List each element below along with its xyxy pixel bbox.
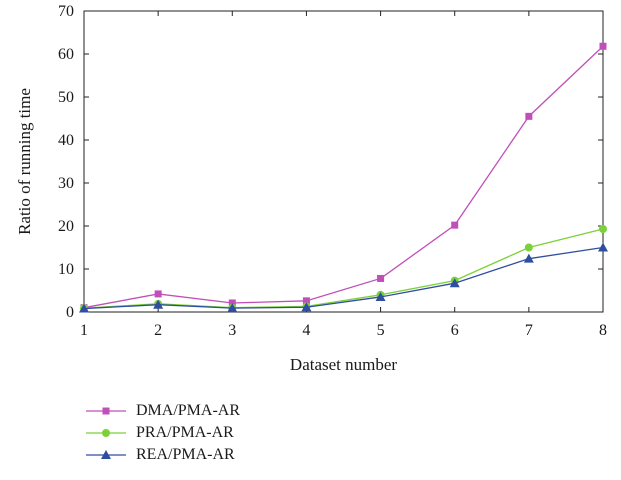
legend: DMA/PMA-AR PRA/PMA-AR REA/PMA-AR	[84, 400, 240, 466]
legend-item: PRA/PMA-AR	[84, 422, 240, 444]
y-tick-label: 60	[58, 46, 74, 63]
x-tick-label: 5	[377, 322, 385, 339]
series-rea-pma-ar	[79, 242, 608, 313]
x-tick-label: 1	[80, 322, 88, 339]
legend-swatch	[86, 407, 126, 415]
legend-swatch	[86, 429, 126, 437]
data-point	[79, 303, 89, 313]
data-point	[377, 274, 385, 282]
x-tick-label: 6	[451, 322, 459, 339]
legend-item: REA/PMA-AR	[84, 444, 240, 466]
y-tick-label: 0	[66, 304, 74, 321]
legend-marker	[102, 407, 110, 415]
legend-marker	[102, 429, 110, 437]
series-layer	[79, 42, 608, 313]
series-line	[83, 228, 604, 309]
x-tick-label: 3	[228, 322, 236, 339]
data-point	[227, 303, 238, 313]
data-point	[449, 278, 460, 288]
data-point	[523, 253, 534, 263]
y-tick-label: 30	[58, 175, 74, 192]
legend-label: PRA/PMA-AR	[136, 424, 234, 441]
x-tick-label: 2	[154, 322, 162, 339]
legend-label: DMA/PMA-AR	[136, 402, 241, 419]
x-tick-label: 8	[599, 322, 607, 339]
data-point	[599, 42, 607, 50]
legend-label: REA/PMA-AR	[136, 446, 235, 463]
series-line	[83, 246, 604, 310]
series-line	[83, 45, 604, 309]
y-tick-label: 20	[58, 218, 74, 235]
x-tick-labels: 1 2 3 4 5 6 7 8	[80, 322, 607, 339]
data-point	[154, 290, 162, 298]
legend-item: DMA/PMA-AR	[84, 400, 240, 422]
y-tick-label: 50	[58, 89, 74, 106]
y-tick-label: 10	[58, 261, 74, 278]
data-point	[301, 302, 312, 312]
data-point	[302, 297, 310, 305]
data-point	[375, 291, 386, 301]
plot-axes	[83, 10, 604, 313]
data-point	[525, 112, 533, 120]
data-point	[153, 299, 164, 309]
y-tick-labels: 0 10 20 30 40 50 60 70	[58, 3, 74, 321]
data-point	[524, 243, 533, 252]
y-tick-label: 40	[58, 132, 74, 149]
x-tick-label: 7	[525, 322, 533, 339]
series-pra-pma-ar	[80, 225, 607, 313]
data-point	[451, 221, 459, 229]
data-point	[599, 225, 607, 234]
legend-swatch	[86, 450, 126, 459]
y-tick-label: 70	[58, 3, 74, 20]
plot-frame	[83, 10, 604, 313]
series-dma-pma-ar	[80, 42, 607, 312]
x-axis-label: Dataset number	[290, 355, 397, 374]
x-tick-label: 4	[302, 322, 310, 339]
y-axis-label: Ratio of running time	[15, 88, 34, 235]
data-point	[598, 242, 608, 252]
legend-marker	[101, 450, 111, 459]
data-point	[228, 299, 236, 307]
